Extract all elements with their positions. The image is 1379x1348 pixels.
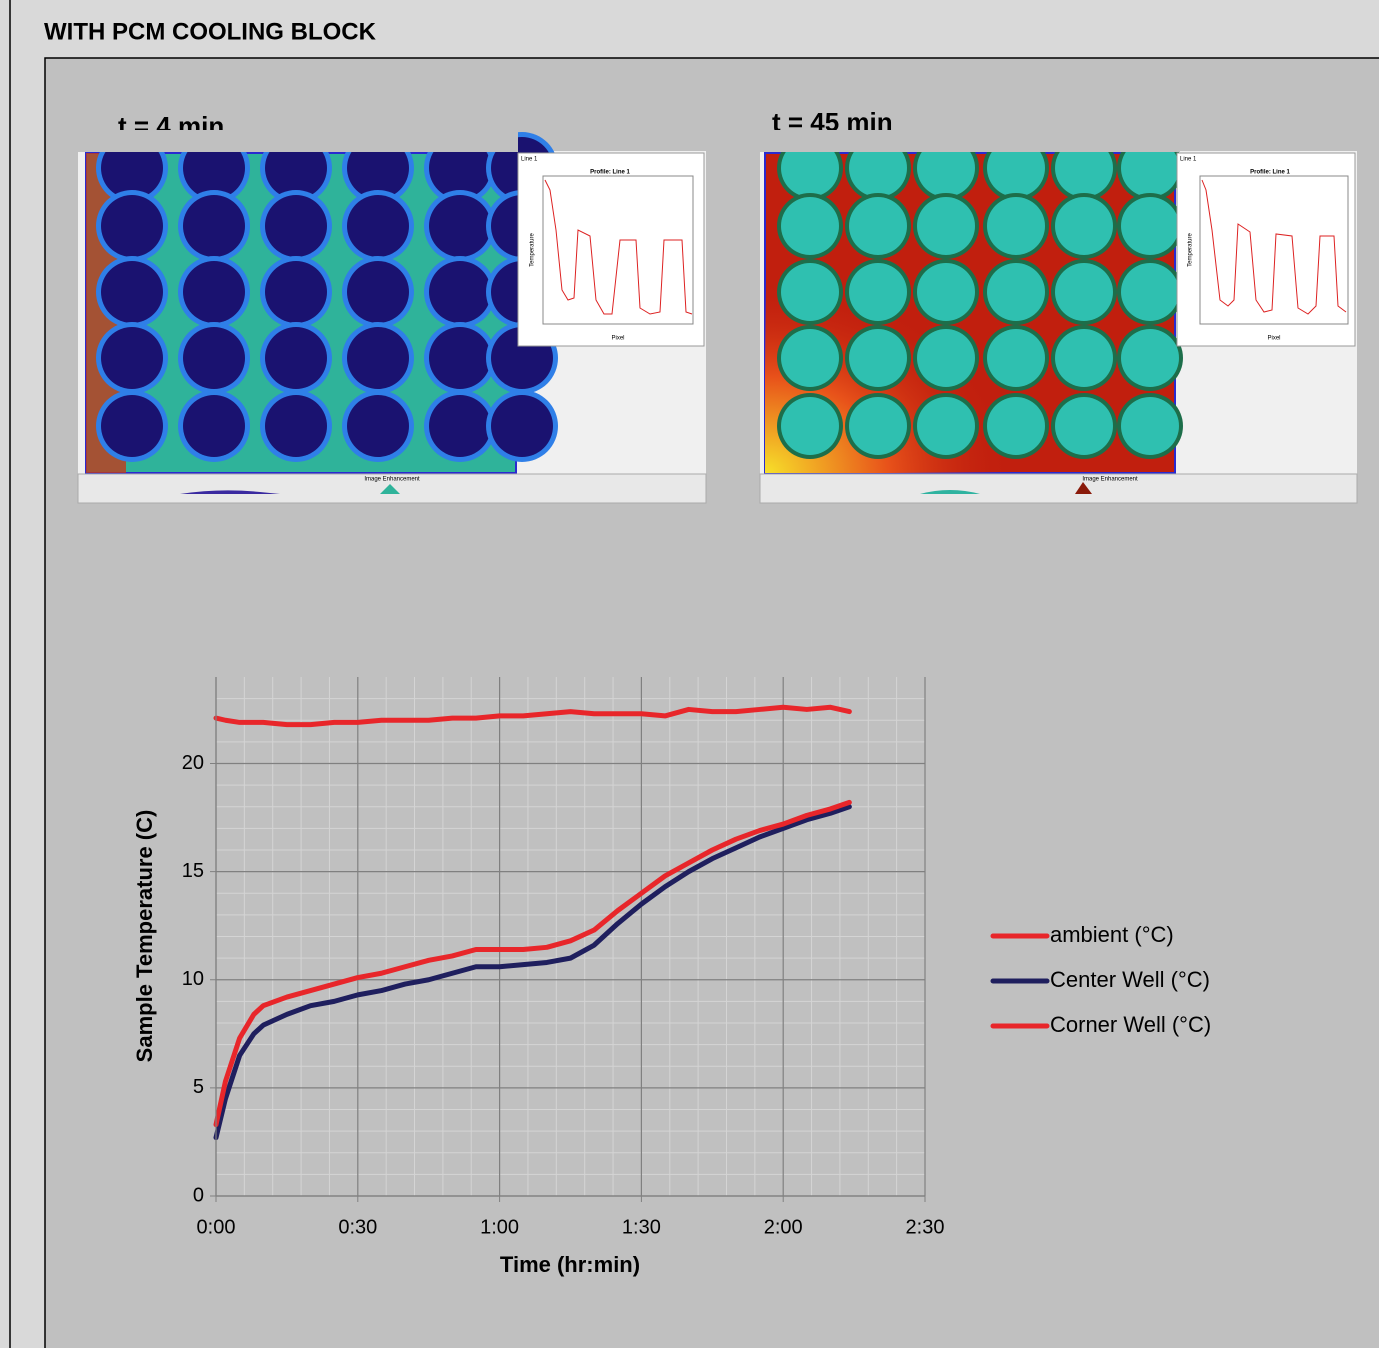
well [917, 197, 975, 255]
legend-label: Corner Well (°C) [1050, 1012, 1211, 1037]
x-tick-label: 1:30 [622, 1216, 661, 1238]
well [429, 395, 491, 457]
profile-plot [543, 176, 693, 324]
y-tick-label: 0 [193, 1184, 204, 1206]
well [781, 263, 839, 321]
legend-label: Center Well (°C) [1050, 967, 1210, 992]
well [347, 261, 409, 323]
x-tick-label: 2:00 [764, 1216, 803, 1238]
well [265, 261, 327, 323]
well [987, 329, 1045, 387]
well [183, 261, 245, 323]
well [781, 197, 839, 255]
well [429, 261, 491, 323]
well [849, 397, 907, 455]
profile-x-label: Pixel [611, 336, 624, 342]
well [987, 197, 1045, 255]
well [1121, 263, 1179, 321]
well [781, 397, 839, 455]
well [1055, 263, 1113, 321]
well [347, 395, 409, 457]
well [429, 195, 491, 257]
well [1055, 397, 1113, 455]
well [101, 195, 163, 257]
profile-x-label: Pixel [1267, 336, 1280, 342]
well [183, 327, 245, 389]
well [987, 397, 1045, 455]
x-tick-label: 2:30 [906, 1216, 945, 1238]
well [1121, 329, 1179, 387]
x-tick-label: 0:00 [197, 1216, 236, 1238]
x-axis-title: Time (hr:min) [500, 1252, 640, 1277]
well [1055, 197, 1113, 255]
well [1055, 329, 1113, 387]
page: WITH PCM COOLING BLOCK t = 4 min Line 1 … [0, 0, 1379, 1348]
y-tick-label: 5 [193, 1076, 204, 1098]
x-tick-label: 0:30 [338, 1216, 377, 1238]
well [101, 327, 163, 389]
x-tick-label: 1:00 [480, 1216, 519, 1238]
well [265, 195, 327, 257]
page-title: WITH PCM COOLING BLOCK [44, 18, 377, 45]
histogram-bar [760, 474, 1357, 503]
well [265, 327, 327, 389]
profile-y-label: Temperature [530, 232, 536, 266]
well [917, 329, 975, 387]
thermal-image-2: t = 45 min Line 1 Profile: Line 1 Temper… [760, 107, 1357, 503]
profile-title: Profile: Line 1 [1250, 170, 1290, 176]
frame-mask [760, 130, 1180, 152]
thermal-image-1: t = 4 min Line 1 Profile: Line 1 Tempera… [78, 111, 706, 503]
y-tick-label: 10 [182, 968, 204, 990]
well [101, 261, 163, 323]
well [1121, 397, 1179, 455]
histogram-title: Image Enhancement [1082, 477, 1138, 483]
histogram-title: Image Enhancement [364, 477, 420, 483]
well [781, 329, 839, 387]
well [917, 263, 975, 321]
well [101, 395, 163, 457]
wells [78, 130, 558, 462]
well [347, 327, 409, 389]
well [849, 263, 907, 321]
y-axis-title: Sample Temperature (C) [132, 810, 157, 1063]
window-title: Line 1 [521, 157, 538, 163]
legend-label: ambient (°C) [1050, 922, 1174, 947]
well [849, 329, 907, 387]
profile-y-label: Temperature [1188, 232, 1194, 266]
well [491, 395, 553, 457]
frame-mask [78, 130, 518, 152]
well [429, 327, 491, 389]
well [347, 195, 409, 257]
well [849, 197, 907, 255]
well [183, 395, 245, 457]
well [183, 195, 245, 257]
well [987, 263, 1045, 321]
y-tick-label: 20 [182, 752, 204, 774]
well [1121, 197, 1179, 255]
well [917, 397, 975, 455]
window-title: Line 1 [1180, 157, 1197, 163]
y-tick-label: 15 [182, 860, 204, 882]
profile-title: Profile: Line 1 [590, 170, 630, 176]
well [265, 395, 327, 457]
